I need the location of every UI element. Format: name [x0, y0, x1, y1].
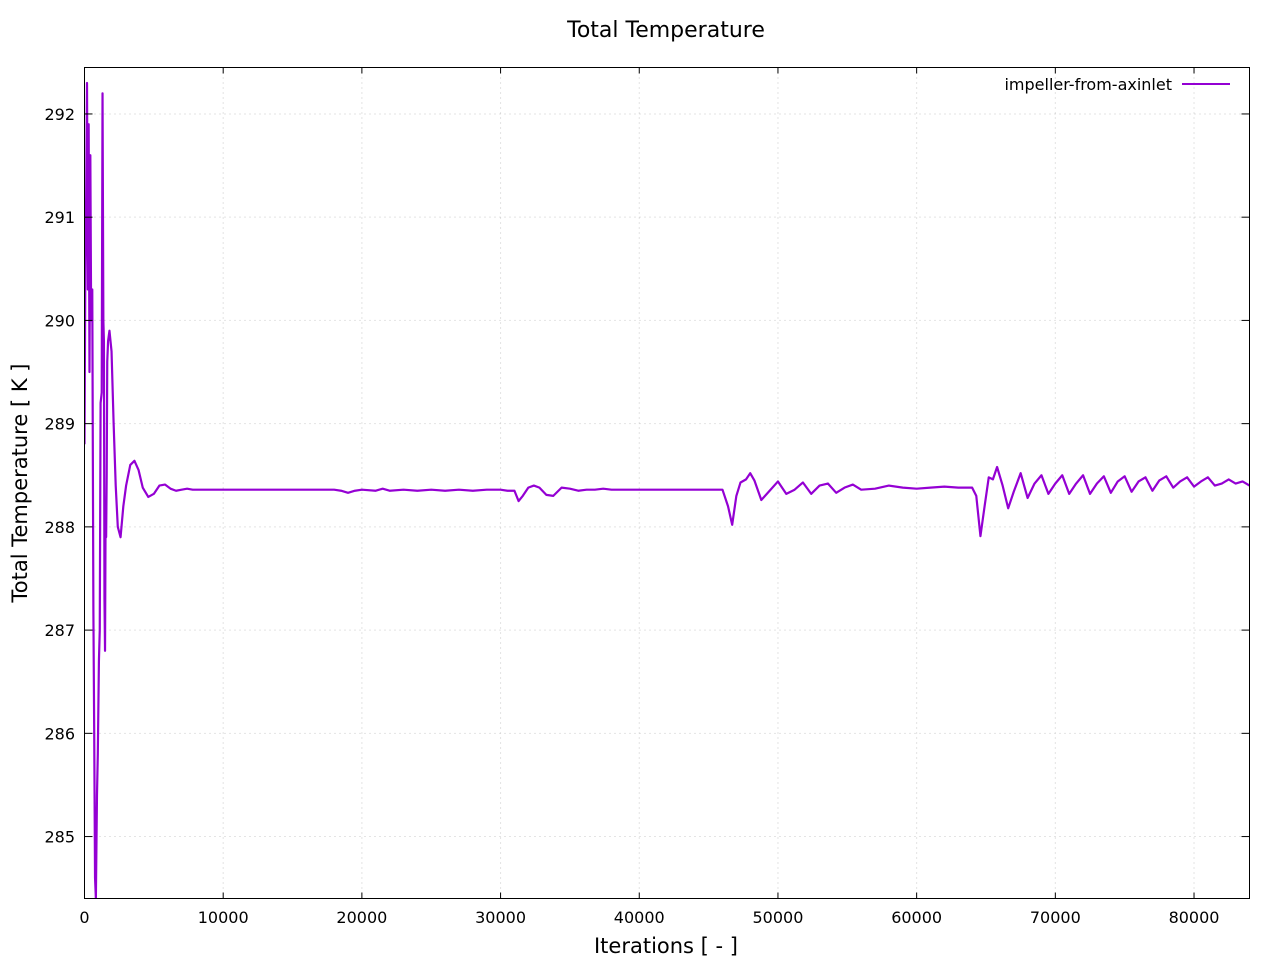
- chart-title: Total Temperature: [566, 18, 765, 43]
- x-tick-label: 70000: [1030, 908, 1081, 927]
- y-tick-label: 287: [44, 621, 75, 640]
- y-tick-label: 286: [44, 724, 75, 743]
- legend-label-impeller-from-axinlet: impeller-from-axinlet: [1004, 75, 1172, 94]
- y-tick-label: 289: [44, 415, 75, 434]
- grid: [84, 67, 1250, 899]
- y-tick-label: 285: [44, 828, 75, 847]
- legend: impeller-from-axinlet: [1004, 75, 1230, 94]
- x-tick-label: 20000: [336, 908, 387, 927]
- x-tick-label: 40000: [614, 908, 665, 927]
- y-tick-label: 290: [44, 311, 75, 330]
- y-tick-label: 288: [44, 518, 75, 537]
- x-tick-label: 10000: [198, 908, 249, 927]
- y-tick-label: 292: [44, 105, 75, 124]
- x-tick-label: 60000: [891, 908, 942, 927]
- y-axis-label: Total Temperature [ K ]: [8, 364, 32, 604]
- series-layer: [84, 81, 1250, 899]
- axis-ticks: 0 10000 20000 30000 40000 50000 60000 70000 8000…: [44, 67, 1250, 927]
- x-tick-label: 0: [79, 908, 89, 927]
- y-tick-label: 291: [44, 208, 75, 227]
- x-tick-label: 30000: [475, 908, 526, 927]
- x-tick-label: 50000: [752, 908, 803, 927]
- plot-frame: [84, 67, 1250, 899]
- series-line-impeller-from-axinlet: [84, 81, 1250, 899]
- x-tick-label: 80000: [1169, 908, 1220, 927]
- x-axis-label: Iterations [ - ]: [594, 934, 738, 958]
